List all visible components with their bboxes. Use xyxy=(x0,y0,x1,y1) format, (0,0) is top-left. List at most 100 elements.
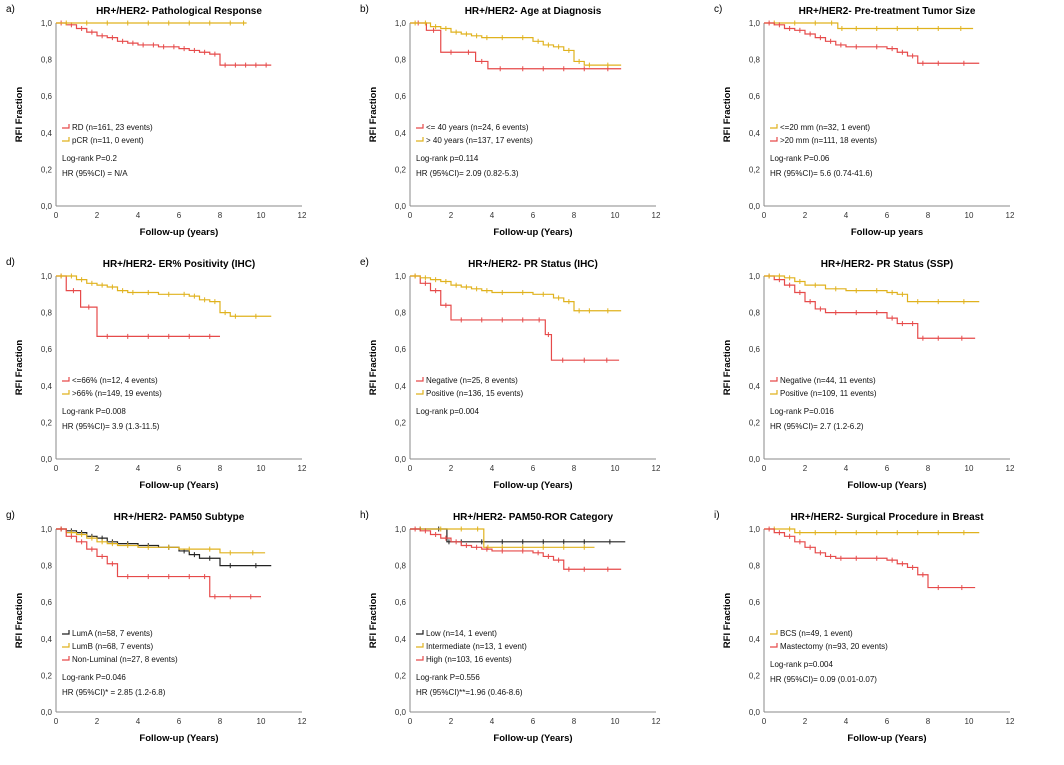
x-axis-label: Follow-up (Years) xyxy=(493,480,572,491)
y-tick-label: 0,8 xyxy=(395,562,407,571)
x-axis-label: Follow-up (Years) xyxy=(139,733,218,744)
y-tick-label: 0,8 xyxy=(41,56,53,65)
panel-label: a) xyxy=(6,4,15,15)
y-tick-label: 0,8 xyxy=(41,309,53,318)
chart-panel-4: e) HR+/HER2- PR Status (IHC) 0 2 4 6 8 10 12 0,0 0… xyxy=(360,257,661,491)
stat-annotation: Log-rank P=0.556 xyxy=(416,673,480,682)
stat-annotation: Log-rank p=0.114 xyxy=(416,154,479,163)
legend-entry: RD (n=161, 23 events) xyxy=(72,123,153,132)
x-tick-label: 0 xyxy=(408,211,413,220)
x-tick-label: 2 xyxy=(803,211,808,220)
y-tick-label: 0,4 xyxy=(749,382,761,391)
y-tick-label: 0,4 xyxy=(749,635,761,644)
x-tick-label: 6 xyxy=(177,717,182,726)
x-tick-label: 10 xyxy=(611,464,620,473)
series-line-red xyxy=(410,22,622,70)
x-tick-label: 10 xyxy=(965,464,974,473)
x-tick-label: 8 xyxy=(926,211,931,220)
y-tick-label: 1,0 xyxy=(41,525,53,534)
x-tick-label: 2 xyxy=(449,717,454,726)
y-tick-label: 0,6 xyxy=(395,345,407,354)
chart-title: HR+/HER2- PR Status (SSP) xyxy=(821,259,954,270)
chart-panel-8: i) HR+/HER2- Surgical Procedure in Breast… xyxy=(714,510,1015,744)
y-tick-label: 0,8 xyxy=(749,309,761,318)
stat-annotation: Log-rank P=0.016 xyxy=(770,407,834,416)
y-tick-label: 0,2 xyxy=(749,671,761,680)
legend-entry: <=20 mm (n=32, 1 event) xyxy=(780,123,870,132)
x-tick-label: 4 xyxy=(490,464,495,473)
y-tick-label: 0,8 xyxy=(749,562,761,571)
x-tick-label: 8 xyxy=(218,717,223,726)
x-tick-label: 4 xyxy=(844,717,849,726)
legend-swatch xyxy=(416,390,424,395)
x-tick-label: 10 xyxy=(965,717,974,726)
y-tick-label: 1,0 xyxy=(749,19,761,28)
series-line-red xyxy=(764,275,976,339)
series-line-gold xyxy=(410,22,622,66)
chart-title: HR+/HER2- Surgical Procedure in Breast xyxy=(790,512,984,523)
legend-entry: Low (n=14, 1 event) xyxy=(426,629,497,638)
y-tick-label: 0,6 xyxy=(41,345,53,354)
y-tick-label: 1,0 xyxy=(749,525,761,534)
panel-label: h) xyxy=(360,510,369,521)
legend-entry: > 40 years (n=137, 17 events) xyxy=(426,136,533,145)
legend-entry: LumA (n=58, 7 events) xyxy=(72,629,153,638)
y-tick-label: 0,0 xyxy=(749,708,761,717)
legend-entry: pCR (n=11, 0 event) xyxy=(72,136,144,145)
panel-label: e) xyxy=(360,257,369,268)
chart-panel-0: a) HR+/HER2- Pathological Response 0 2 4 6 8 10… xyxy=(6,4,307,238)
y-tick-label: 0,0 xyxy=(395,202,407,211)
y-tick-label: 0,4 xyxy=(395,129,407,138)
panel-label: i) xyxy=(714,510,720,521)
legend-swatch xyxy=(62,656,70,661)
series-line-red xyxy=(56,275,220,337)
legend-entry: Positive (n=109, 11 events) xyxy=(780,389,877,398)
y-axis-label: RFI Fraction xyxy=(722,593,733,649)
panel-label: g) xyxy=(6,510,15,521)
y-tick-label: 0,6 xyxy=(395,598,407,607)
x-tick-label: 12 xyxy=(1006,717,1015,726)
legend-swatch xyxy=(62,377,70,382)
stat-annotation: HR (95%CI)= 3.9 (1.3-11.5) xyxy=(62,422,160,431)
y-tick-label: 1,0 xyxy=(395,525,407,534)
y-tick-label: 0,4 xyxy=(41,129,53,138)
y-tick-label: 1,0 xyxy=(41,19,53,28)
y-axis-label: RFI Fraction xyxy=(14,593,25,649)
x-tick-label: 8 xyxy=(572,464,577,473)
x-tick-label: 0 xyxy=(762,211,767,220)
legend-entry: Negative (n=44, 11 events) xyxy=(780,376,876,385)
y-tick-label: 0,2 xyxy=(749,418,761,427)
x-axis-label: Follow-up (Years) xyxy=(847,480,926,491)
x-tick-label: 8 xyxy=(926,464,931,473)
stat-annotation: HR (95%CI)= 2.7 (1.2-6.2) xyxy=(770,422,864,431)
series-line-red xyxy=(764,22,980,64)
chart-panel-6: g) HR+/HER2- PAM50 Subtype 0 2 4 6 8 10 12 0,0 0,2… xyxy=(6,510,307,744)
x-tick-label: 6 xyxy=(885,464,890,473)
series-line-red xyxy=(56,22,272,66)
legend-swatch xyxy=(770,643,778,648)
y-tick-label: 0,2 xyxy=(749,165,761,174)
y-tick-label: 0,0 xyxy=(395,708,407,717)
x-tick-label: 0 xyxy=(54,717,59,726)
x-tick-label: 0 xyxy=(54,464,59,473)
x-tick-label: 6 xyxy=(177,464,182,473)
stat-annotation: Log-rank P=0.06 xyxy=(770,154,830,163)
y-tick-label: 0,4 xyxy=(395,635,407,644)
series-line-red xyxy=(56,528,261,598)
y-tick-label: 0,8 xyxy=(395,309,407,318)
x-tick-label: 8 xyxy=(572,211,577,220)
y-axis-label: RFI Fraction xyxy=(722,87,733,143)
legend-entry: >20 mm (n=111, 18 events) xyxy=(780,136,877,145)
x-tick-label: 4 xyxy=(844,211,849,220)
legend-swatch xyxy=(62,390,70,395)
x-tick-label: 4 xyxy=(844,464,849,473)
x-tick-label: 4 xyxy=(490,211,495,220)
panel-label: c) xyxy=(714,4,722,15)
y-tick-label: 0,0 xyxy=(749,202,761,211)
y-tick-label: 0,2 xyxy=(41,671,53,680)
y-tick-label: 0,0 xyxy=(41,708,53,717)
chart-title: HR+/HER2- Pathological Response xyxy=(96,6,262,17)
legend-entry: <= 40 years (n=24, 6 events) xyxy=(426,123,529,132)
x-tick-label: 10 xyxy=(257,211,266,220)
